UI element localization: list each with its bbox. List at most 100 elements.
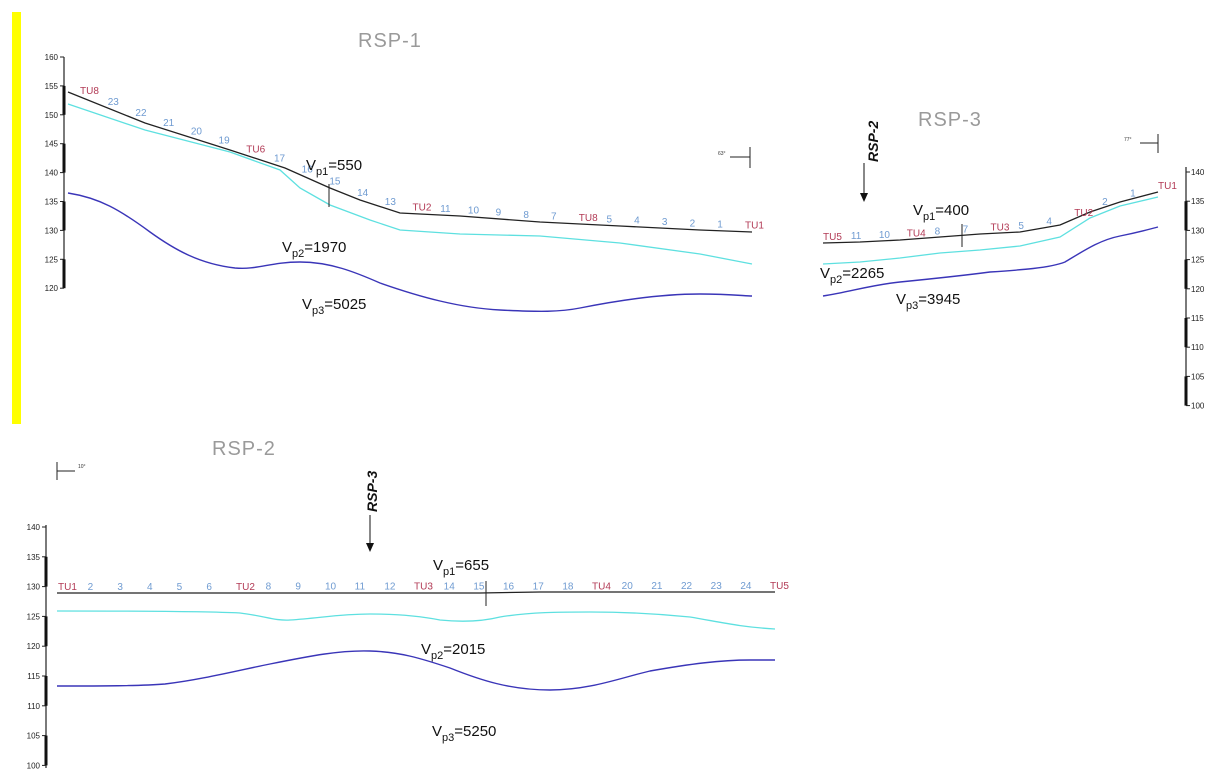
- rsp3-station-labels: TU5 11 10 TU4 8 7 TU3 5 4 TU2 2 1 TU1: [823, 181, 1177, 243]
- rsp2-axis-tick-label: 120: [27, 642, 41, 651]
- rsp1-station-label: 2: [690, 218, 696, 229]
- rsp3-layer1-line: [822, 196, 1159, 265]
- rsp2-station-label: TU1: [58, 582, 77, 593]
- rsp1-title: RSP-1: [358, 30, 422, 52]
- rsp3-station-label: TU2: [1074, 208, 1093, 219]
- rsp3-station-label: 11: [851, 231, 862, 242]
- rsp3-axis-tick-label: 125: [1191, 256, 1205, 265]
- rsp1-station-label: 22: [135, 108, 147, 119]
- rsp1-axis-tick-label: 140: [45, 169, 59, 178]
- rsp2-station-label: 11: [355, 582, 366, 593]
- rsp3-station-label: 4: [1046, 216, 1052, 227]
- rsp2-station-label: 2: [88, 582, 94, 593]
- rsp1-station-label: 10: [468, 206, 480, 217]
- rsp3-axis: 140 135 130 125 120 115 110 105 100: [1184, 167, 1205, 411]
- rsp2-axis-tick-label: 135: [27, 553, 41, 562]
- rsp3-topography-line: [822, 191, 1159, 244]
- rsp1-station-label: 7: [551, 212, 557, 223]
- rsp1-station-label: 11: [440, 204, 451, 215]
- rsp2-axis-tick-label: 115: [27, 672, 40, 681]
- rsp2-station-label: 4: [147, 582, 153, 593]
- rsp2-station-label: 6: [206, 582, 212, 593]
- rsp3-axis-tick-label: 135: [1191, 197, 1205, 206]
- rsp1-station-label: 9: [496, 208, 502, 219]
- rsp2-layer2-line: [56, 650, 775, 691]
- rsp2-station-label: 23: [711, 581, 723, 592]
- rsp1-station-label: TU6: [246, 144, 265, 155]
- rsp3-station-label: TU5: [823, 232, 842, 243]
- rsp2-axis-tick-label: 130: [27, 583, 41, 592]
- rsp1-vp3-label: Vp3=5025: [302, 296, 366, 317]
- rsp2-axis-tick-label: 105: [27, 732, 41, 741]
- rsp3-station-label: 10: [879, 230, 891, 241]
- rsp1-axis-tick-label: 145: [45, 140, 59, 149]
- rsp2-station-label: 14: [444, 581, 456, 592]
- rsp2-intersection-label: RSP-3: [364, 471, 380, 512]
- rsp2-title: RSP-2: [212, 438, 276, 460]
- rsp2-station-label: 22: [681, 581, 693, 592]
- rsp2-axis: 140 135 130 125 120 115 110 105 100: [27, 523, 48, 770]
- rsp3-station-label: TU1: [1158, 181, 1177, 192]
- rsp3-vp1-label: Vp1=400: [913, 202, 969, 223]
- highlight-bar: [12, 12, 21, 424]
- rsp1-axis-tick-label: 125: [45, 255, 59, 264]
- rsp3-station-label: 5: [1018, 221, 1024, 232]
- rsp1-topography-line: [67, 91, 753, 233]
- rsp1-axis-tick-label: 160: [45, 53, 59, 62]
- rsp3-vp3-label: Vp3=3945: [896, 291, 960, 312]
- rsp2-vp2-label: Vp2=2015: [421, 641, 485, 662]
- rsp1-axis-tick-label: 135: [45, 198, 59, 207]
- rsp2-layer1-line: [56, 610, 776, 630]
- rsp1-station-label: 23: [108, 97, 120, 108]
- rsp1-axis: 160 155 150 145 140 135 130 125 120: [45, 53, 66, 293]
- rsp1-station-label: 20: [191, 127, 203, 138]
- rsp1-station-label: 13: [385, 197, 397, 208]
- rsp3-station-label: 2: [1102, 197, 1108, 208]
- rsp2-vp3-label: Vp3=5250: [432, 723, 496, 744]
- rsp2-station-label: 8: [266, 582, 272, 593]
- rsp3-station-label: 1: [1130, 188, 1136, 199]
- rsp2-station-label: 9: [295, 582, 301, 593]
- rsp3-orientation-icon: 77°: [1124, 134, 1159, 153]
- rsp1-station-label: 3: [662, 217, 668, 228]
- rsp1-axis-tick-label: 155: [45, 82, 59, 91]
- rsp2-station-label: TU4: [592, 581, 611, 592]
- rsp3-intersection-marker: RSP-2: [860, 121, 881, 202]
- rsp1-orientation-icon: 63°: [718, 147, 751, 168]
- rsp3-intersection-label: RSP-2: [865, 121, 881, 162]
- rsp3-orientation-label: 77°: [1124, 137, 1132, 143]
- rsp1-station-label: 1: [717, 220, 723, 231]
- rsp2-vp1-label: Vp1=655: [433, 557, 489, 578]
- rsp1-station-label: 21: [163, 118, 175, 129]
- rsp2-station-label: TU3: [414, 582, 433, 593]
- rsp1-vp2-label: Vp2=1970: [282, 239, 346, 260]
- rsp1-axis-tick-label: 120: [45, 284, 59, 293]
- rsp1-station-label: 5: [606, 214, 612, 225]
- rsp2-station-label: 24: [740, 581, 752, 592]
- rsp1-axis-tick-label: 130: [45, 226, 59, 235]
- rsp2-station-label: 21: [651, 581, 663, 592]
- rsp1-station-label: 8: [523, 210, 529, 221]
- rsp2-station-label: 3: [117, 582, 123, 593]
- rsp1-station-label: 4: [634, 216, 640, 227]
- rsp3-axis-tick-label: 120: [1191, 285, 1205, 294]
- rsp3-layer2-line: [822, 226, 1159, 297]
- rsp3-station-label: TU4: [907, 228, 926, 239]
- rsp2-station-label: 16: [503, 581, 515, 592]
- rsp2-axis-tick-label: 100: [27, 761, 41, 770]
- rsp3-axis-tick-label: 105: [1191, 372, 1205, 381]
- rsp3-axis-tick-label: 130: [1191, 226, 1205, 235]
- rsp2-topography-line: [57, 591, 775, 594]
- rsp1-layer1-line: [67, 103, 753, 265]
- rsp2-intersection-marker: RSP-3: [364, 471, 380, 552]
- rsp1-vp1-label: Vp1=550: [306, 157, 362, 178]
- rsp2-axis-tick-label: 125: [27, 612, 41, 621]
- rsp2-station-label: 10: [325, 582, 337, 593]
- rsp3-station-label: TU3: [991, 222, 1010, 233]
- rsp1-layer2-line: [67, 192, 753, 313]
- rsp2-station-label: TU5: [770, 581, 789, 592]
- rsp3-title: RSP-3: [918, 109, 982, 131]
- rsp2-station-label: 12: [384, 582, 396, 593]
- rsp3-station-label: 7: [963, 224, 969, 235]
